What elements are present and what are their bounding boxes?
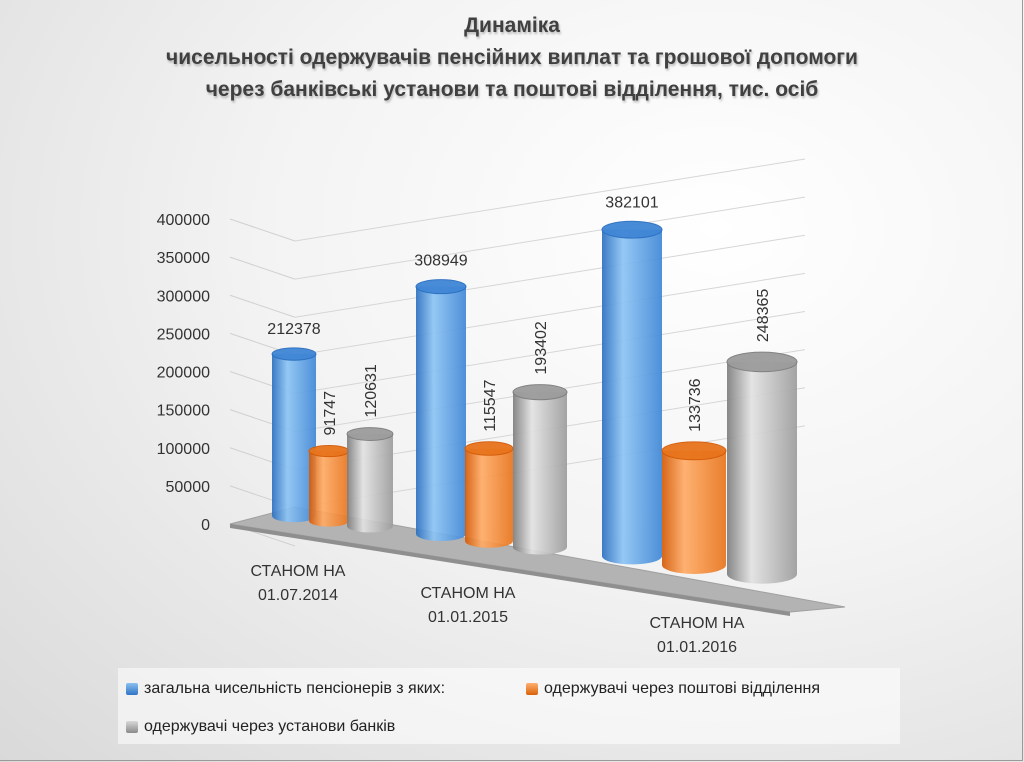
data-label-post-1: 115547: [482, 379, 499, 431]
bar-total-0: [271, 347, 317, 523]
gridline-left: [229, 294, 296, 318]
y-tick-label: 200000: [157, 365, 210, 382]
gridline: [294, 272, 806, 356]
gridline: [294, 158, 806, 242]
chart-title: Динаміка чисельності одержувачів пенсійн…: [0, 10, 1024, 106]
gridline-left: [229, 256, 296, 280]
legend-swatch-banks: [126, 721, 138, 733]
legend: загальна чисельність пенсіонерів з яких:…: [118, 668, 900, 744]
bar-post-1: [464, 441, 514, 548]
y-tick-label: 250000: [157, 326, 210, 343]
bar-banks-1: [512, 384, 568, 555]
bar-banks-0: [346, 427, 394, 533]
legend-item-post: одержувачі через поштові відділення: [526, 680, 820, 698]
bar-total-2: [601, 220, 663, 565]
y-tick-label: 300000: [157, 288, 210, 305]
gridline: [294, 196, 806, 280]
legend-item-banks: одержувачі через установи банків: [126, 718, 395, 736]
bar-total-1: [415, 279, 467, 541]
data-label-total-1: 308949: [414, 253, 467, 270]
category-label-0: СТАНОМ НА 01.07.2014: [251, 563, 346, 604]
gridline-left: [229, 218, 296, 242]
data-label-total-2: 382101: [605, 194, 658, 211]
bar-post-0: [308, 444, 350, 527]
data-label-banks-1: 193402: [533, 321, 550, 374]
category-label-2: СТАНОМ НА 01.01.2016: [650, 615, 745, 656]
y-tick-label: 50000: [166, 479, 211, 496]
legend-label-total: загальна чисельність пенсіонерів з яких:: [144, 680, 446, 697]
bar-banks-2: [726, 351, 798, 584]
chart-floor-edge: [230, 524, 790, 616]
y-tick-label: 0: [201, 517, 210, 534]
y-tick-label: 150000: [157, 403, 210, 420]
gridline: [294, 234, 806, 318]
bar-post-2: [661, 441, 727, 574]
legend-swatch-total: [126, 683, 138, 695]
data-label-banks-2: 248365: [755, 289, 772, 342]
data-label-post-0: 91747: [322, 391, 339, 436]
y-tick-label: 350000: [157, 250, 210, 267]
title-line-2: чисельності одержувачів пенсійних виплат…: [166, 46, 858, 69]
y-tick-label: 100000: [157, 441, 210, 458]
legend-label-post: одержувачі через поштові відділення: [544, 680, 821, 697]
data-label-banks-0: 120631: [363, 364, 380, 417]
category-label-1: СТАНОМ НА 01.01.2015: [421, 585, 516, 626]
title-line-3: через банківські установи та поштові від…: [205, 78, 819, 101]
legend-label-banks: одержувачі через установи банків: [144, 718, 396, 735]
title-line-1: Динаміка: [464, 14, 560, 37]
data-label-post-2: 133736: [687, 378, 704, 431]
data-label-total-0: 212378: [267, 321, 320, 338]
legend-item-total: загальна чисельність пенсіонерів з яких:: [126, 680, 445, 698]
legend-swatch-post: [526, 683, 538, 695]
y-tick-label: 400000: [157, 212, 210, 229]
gridline: [294, 311, 806, 394]
